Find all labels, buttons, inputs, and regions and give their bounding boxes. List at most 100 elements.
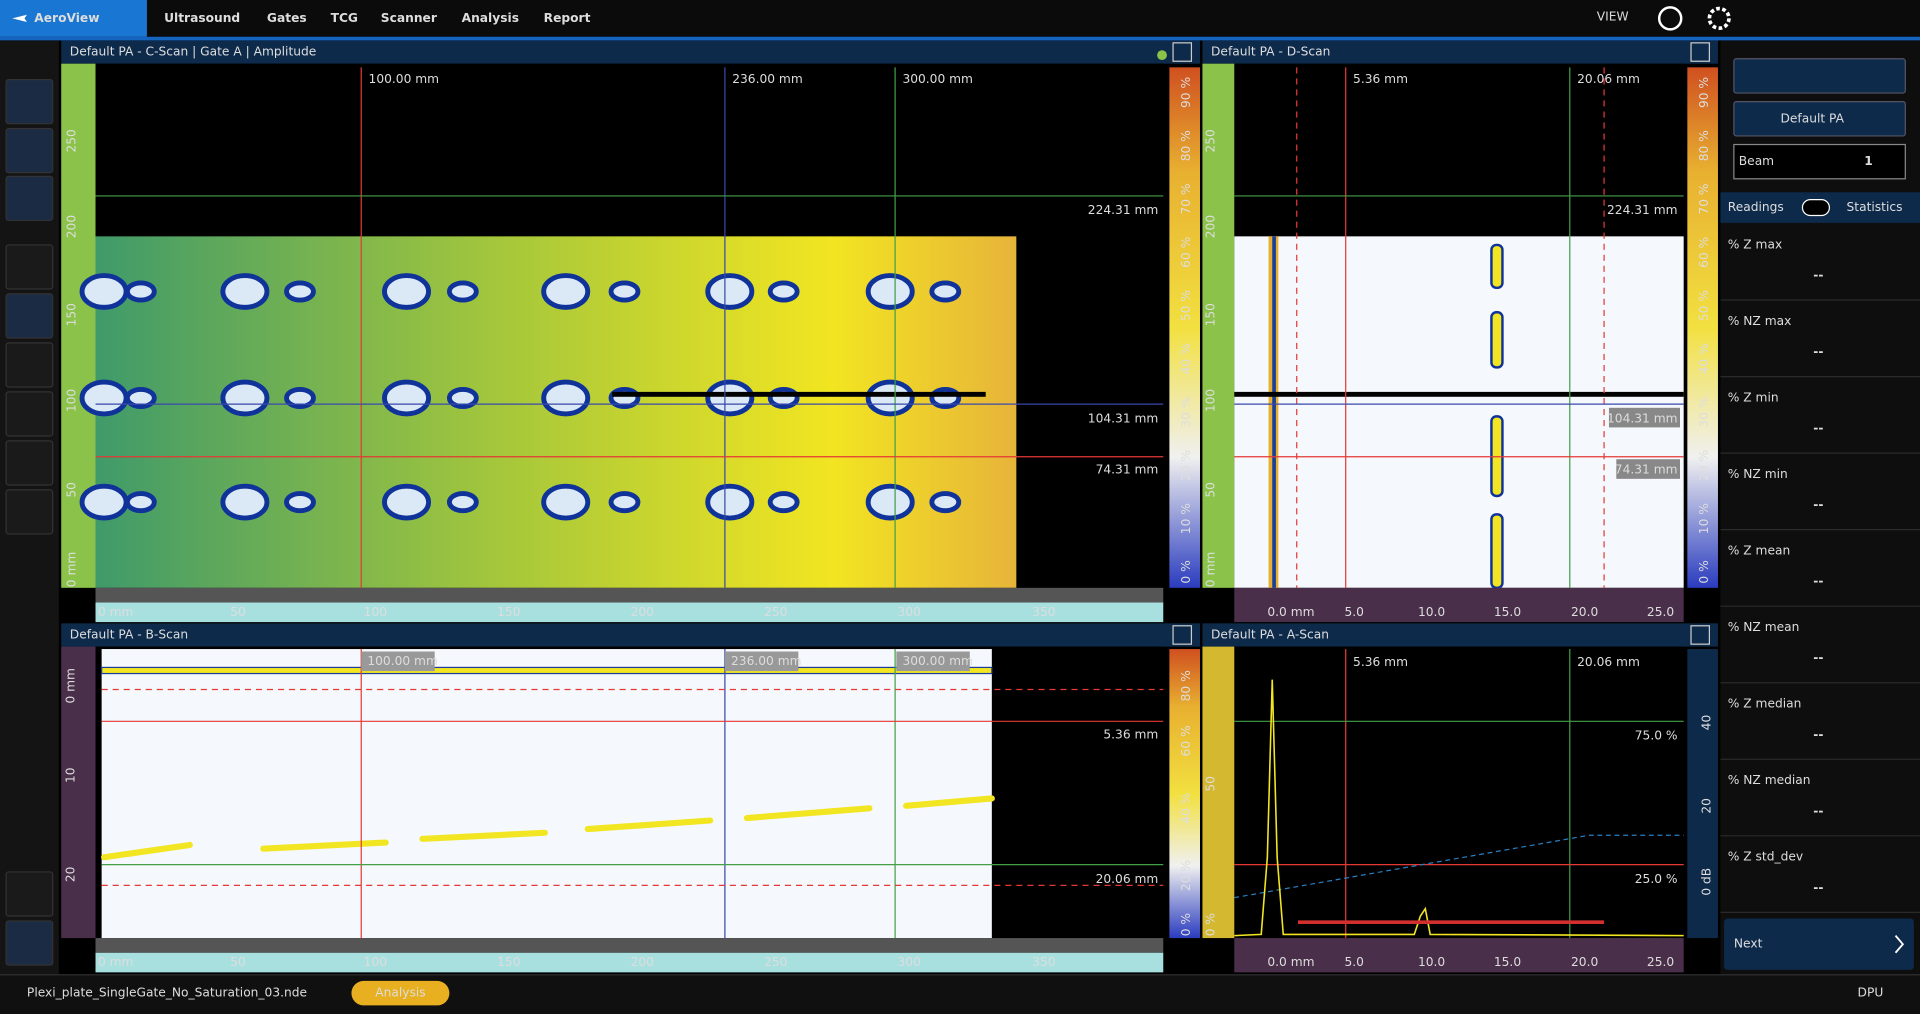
mode-pill[interactable] [351, 980, 450, 1006]
toolbar-button[interactable] [5, 127, 54, 174]
toolbar-button[interactable] [5, 489, 54, 535]
expand-button[interactable] [1690, 42, 1710, 62]
x-axis-label: 250 [764, 605, 787, 619]
cscan-line [612, 391, 986, 397]
tab-statistics[interactable]: Statistics [1847, 200, 1903, 214]
panel-title-bar [61, 623, 1201, 647]
color-scale-label: 0 % [1179, 913, 1193, 936]
dscan-title: Default PA - D-Scan [1211, 45, 1330, 59]
help-icon[interactable] [1657, 6, 1683, 31]
x-axis-label: 0.0 mm [1267, 605, 1314, 619]
menu-item[interactable]: Report [544, 11, 591, 25]
x-axis-label: 15.0 [1494, 955, 1521, 969]
next-label: Next [1734, 937, 1763, 951]
logo-box[interactable] [0, 0, 147, 37]
cursor-y-label-box [1616, 459, 1680, 479]
dscan-echo [1490, 243, 1504, 290]
x-axis-label: 250 [764, 955, 787, 969]
dpu-label: DPU [1858, 986, 1884, 1000]
cursor-x-label: 20.06 mm [1577, 655, 1640, 669]
toolbar-button[interactable] [5, 871, 54, 917]
reading-label: % NZ min [1728, 467, 1788, 481]
reading-value: -- [1813, 727, 1823, 741]
indication [541, 273, 591, 310]
color-scale-label: 0 % [1179, 560, 1193, 583]
menu-item[interactable]: TCG [331, 11, 358, 25]
ascan-db-ruler [1687, 649, 1718, 939]
expand-button[interactable] [1690, 625, 1710, 645]
indication [220, 379, 270, 417]
y-axis-label: 0 mm [1204, 552, 1218, 588]
indication [260, 839, 389, 852]
indication [929, 491, 962, 514]
panel-title-bar [1202, 40, 1718, 64]
color-scale-label: 80 % [1697, 130, 1711, 161]
cscan-ruler-x [95, 587, 1164, 603]
indication [101, 841, 193, 861]
view-button[interactable]: VIEW [1597, 10, 1629, 24]
next-button[interactable] [1724, 918, 1914, 970]
toolbar-button[interactable] [5, 175, 54, 222]
cursor-x-label: 100.00 mm [367, 654, 438, 668]
x-axis-label: 150 [497, 955, 520, 969]
panel-title-bar [1202, 623, 1718, 647]
x-axis-label: 5.0 [1344, 605, 1363, 619]
color-scale-label: 20 % [1179, 450, 1193, 481]
x-axis-label: 350 [1032, 605, 1055, 619]
color-scale-label: 60 % [1697, 237, 1711, 268]
y-axis-label: 150 [1204, 303, 1218, 326]
dscan-line [1234, 391, 1684, 397]
reading-label: % NZ median [1728, 773, 1811, 787]
beam-label: Beam [1739, 154, 1774, 168]
tab-readings[interactable]: Readings [1728, 200, 1784, 214]
toolbar-button[interactable] [5, 78, 54, 125]
cursor-x-label-box [896, 651, 970, 672]
menu-item[interactable]: Scanner [381, 11, 437, 25]
indication [903, 795, 995, 809]
indication [419, 829, 548, 842]
color-scale-label: 50 % [1697, 290, 1711, 321]
settings-icon[interactable] [1707, 6, 1731, 31]
bscan-image [101, 649, 992, 939]
menu-item[interactable]: Analysis [462, 11, 519, 25]
toolbar-button[interactable] [5, 342, 54, 388]
y-axis-label: 0 mm [64, 668, 78, 704]
x-axis-label: 25.0 [1647, 605, 1674, 619]
dscan-image [1234, 236, 1684, 588]
dropdown[interactable] [1733, 58, 1906, 94]
color-scale-label: 70 % [1697, 183, 1711, 214]
indication [79, 483, 129, 521]
y-axis-label: 200 [65, 215, 79, 238]
reading-value: -- [1813, 421, 1823, 435]
color-scale-label: 90 % [1697, 77, 1711, 108]
menu-item[interactable]: Ultrasound [164, 11, 240, 25]
cursor-y-label: 104.31 mm [1607, 411, 1678, 425]
dropdown[interactable] [1733, 101, 1906, 137]
expand-button[interactable] [1172, 42, 1193, 62]
indication [608, 491, 641, 514]
cursor-x-label: 100.00 mm [369, 72, 440, 86]
toolbar-button[interactable] [5, 391, 54, 437]
menu-item[interactable]: Gates [267, 11, 307, 25]
color-scale-label: 40 % [1179, 343, 1193, 374]
x-axis-label: 20.0 [1571, 605, 1598, 619]
x-axis-label: 20.0 [1571, 955, 1598, 969]
panel-title-bar [61, 40, 1201, 64]
toolbar-button[interactable] [5, 244, 54, 290]
toggle[interactable] [1801, 199, 1830, 217]
cursor-y-label: 224.31 mm [1088, 203, 1159, 217]
expand-button[interactable] [1172, 625, 1193, 645]
bscan-ruler-x [95, 938, 1164, 953]
cursor-x-label: 5.36 mm [1353, 72, 1408, 86]
toolbar-button[interactable] [5, 440, 54, 486]
cursor-y-label: 224.31 mm [1607, 203, 1678, 217]
beam-field[interactable] [1733, 143, 1906, 180]
toolbar-button[interactable] [5, 920, 54, 966]
indication [284, 386, 316, 410]
dscan-echo [1490, 311, 1504, 369]
toolbar-button[interactable] [5, 293, 54, 339]
level-label: 25.0 % [1635, 872, 1678, 886]
color-scale-label: 50 % [1179, 290, 1193, 321]
reading-value: -- [1813, 345, 1823, 359]
